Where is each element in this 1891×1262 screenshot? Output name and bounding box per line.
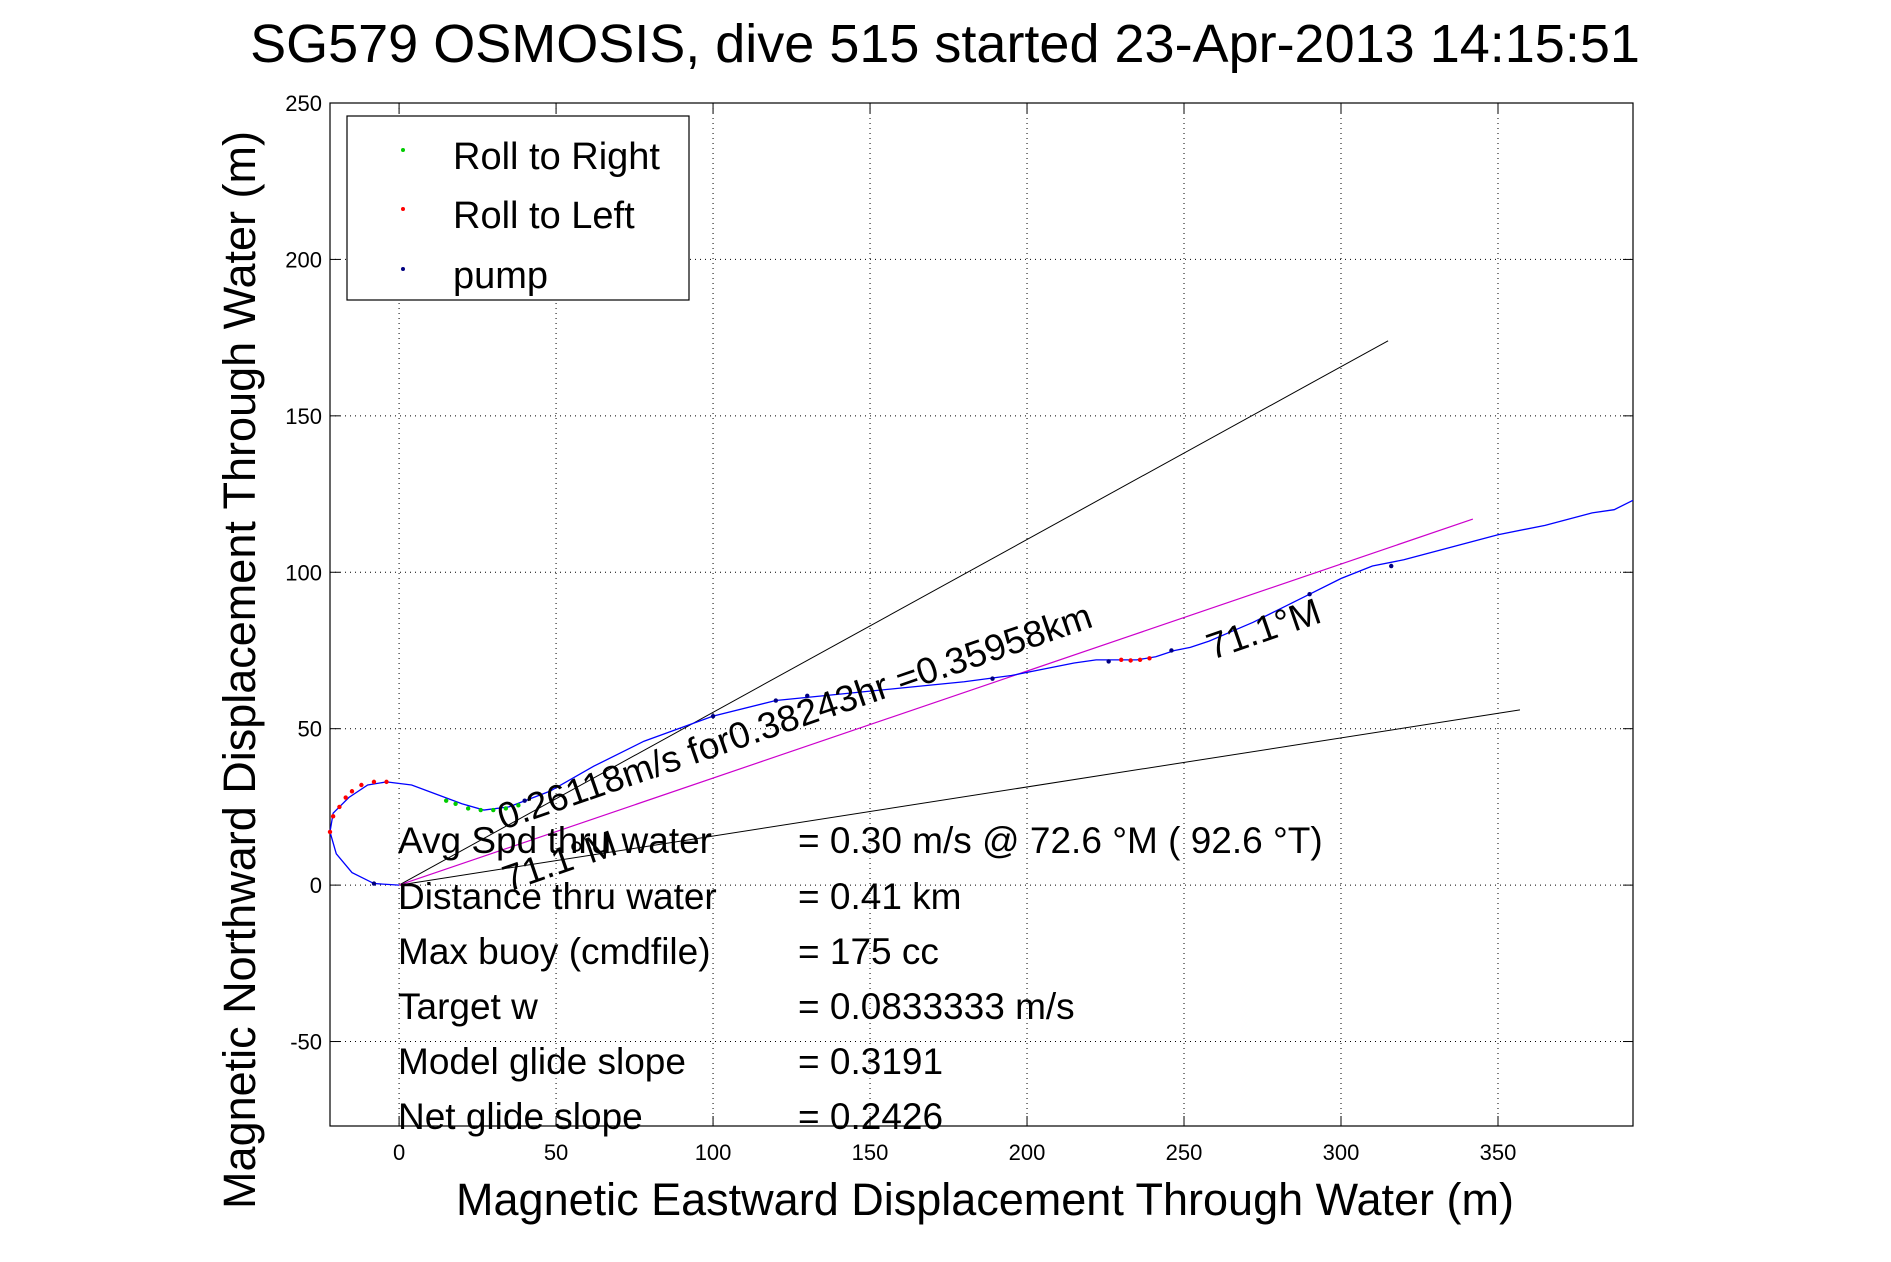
roll-right-point xyxy=(478,807,483,813)
stat-label: Avg Spd thru water xyxy=(398,820,712,861)
roll-right-point xyxy=(491,807,496,813)
stat-label: Max buoy (cmdfile) xyxy=(398,931,711,972)
x-tick-label: 100 xyxy=(695,1140,732,1165)
stat-value: = 0.0833333 m/s xyxy=(798,986,1075,1027)
legend-marker-roll-right xyxy=(401,148,405,152)
roll-right-point xyxy=(503,806,509,811)
pump-point xyxy=(1169,648,1174,653)
legend-label-roll-left: Roll to Left xyxy=(453,195,635,237)
x-tick-label: 0 xyxy=(393,1140,405,1165)
roll-left-point xyxy=(359,782,364,788)
x-tick-label: 350 xyxy=(1480,1140,1517,1165)
roll-left-point xyxy=(371,779,377,785)
pump-point xyxy=(710,713,716,719)
y-tick-label: 50 xyxy=(298,717,322,742)
legend-label-roll-right: Roll to Right xyxy=(453,136,660,178)
roll-left-point xyxy=(1147,656,1152,661)
roll-left-point xyxy=(343,795,348,800)
stat-value: = 175 cc xyxy=(798,931,939,972)
x-axis-label: Magnetic Eastward Displacement Through W… xyxy=(456,1174,1514,1225)
x-tick-label: 50 xyxy=(544,1140,568,1165)
stat-label: Distance thru water xyxy=(398,876,717,917)
heading-cone-line xyxy=(398,709,1521,886)
roll-right-point xyxy=(516,803,521,808)
data-markers xyxy=(327,563,1394,886)
pump-point xyxy=(773,698,779,703)
roll-left-point xyxy=(330,814,336,819)
y-tick-label: 250 xyxy=(285,91,322,116)
roll-right-point xyxy=(443,798,449,803)
pump-point xyxy=(990,676,995,681)
roll-left-point xyxy=(384,779,389,785)
x-tick-label: 300 xyxy=(1323,1140,1360,1165)
stat-value: = 0.3191 xyxy=(798,1041,943,1082)
roll-left-point xyxy=(1119,657,1124,663)
plot-border xyxy=(329,102,1634,1127)
roll-right-point xyxy=(465,806,471,811)
pump-point xyxy=(1389,563,1394,569)
stats-block: Avg Spd thru water = 0.30 m/s @ 72.6 °M … xyxy=(398,820,1323,1137)
y-tick-label: 200 xyxy=(285,247,322,272)
stat-label: Target w xyxy=(398,986,538,1027)
legend-label-pump: pump xyxy=(453,255,548,297)
y-tick-label: 150 xyxy=(285,404,322,429)
roll-right-point xyxy=(453,801,458,806)
average-heading-line xyxy=(398,518,1474,886)
plot-frame xyxy=(329,102,1634,1127)
grid-lines xyxy=(330,102,1633,1126)
roll-left-point xyxy=(1128,658,1133,663)
chart-title: SG579 OSMOSIS, dive 515 started 23-Apr-2… xyxy=(250,14,1640,74)
tick-labels: 0 50 100 150 200 250 300 350 -50 0 50 100 150 200 250 xyxy=(285,91,1516,1165)
roll-left-point xyxy=(349,789,355,794)
roll-left-point xyxy=(337,804,342,810)
stat-label: Model glide slope xyxy=(398,1041,686,1082)
roll-left-point xyxy=(327,829,333,835)
x-tick-label: 150 xyxy=(852,1140,889,1165)
pump-point xyxy=(522,798,527,803)
legend-marker-roll-left xyxy=(401,207,405,211)
stat-value: = 0.30 m/s @ 72.6 °M ( 92.6 °T) xyxy=(798,820,1323,861)
stat-value: = 0.2426 xyxy=(798,1096,943,1137)
pump-point xyxy=(1106,659,1111,664)
legend-marker-pump xyxy=(401,267,405,271)
heading-cone-line xyxy=(398,340,1389,886)
pump-point xyxy=(805,693,810,699)
stat-value: = 0.41 km xyxy=(798,876,962,917)
y-tick-label: -50 xyxy=(290,1030,322,1055)
pump-point xyxy=(371,881,377,886)
x-tick-label: 250 xyxy=(1166,1140,1203,1165)
stat-label: Net glide slope xyxy=(398,1096,643,1137)
x-tick-label: 200 xyxy=(1009,1140,1046,1165)
y-tick-label: 100 xyxy=(285,560,322,585)
y-tick-label: 0 xyxy=(310,873,322,898)
roll-left-point xyxy=(1137,657,1143,663)
y-axis-label: Magnetic Northward Displacement Through … xyxy=(214,131,265,1209)
legend: Roll to Right Roll to Left pump xyxy=(346,115,690,301)
pump-point xyxy=(1307,591,1312,597)
